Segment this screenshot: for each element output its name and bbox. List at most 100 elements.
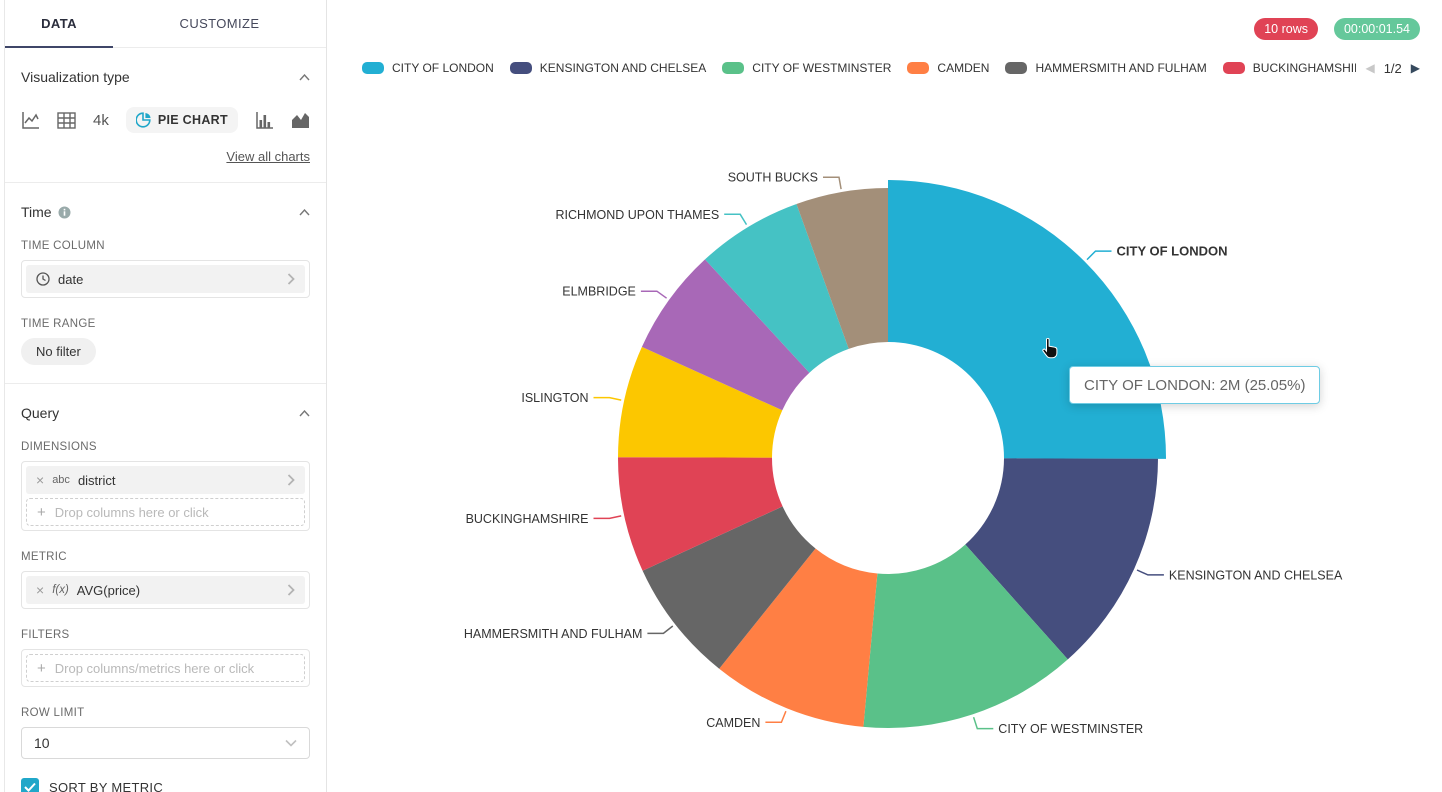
area-chart-icon[interactable] <box>291 112 310 129</box>
time-column-value: date <box>58 271 84 287</box>
filters-control: + Drop columns/metrics here or click <box>21 649 310 687</box>
caret-right-icon[interactable] <box>287 584 295 596</box>
pie-label-richmond-upon-thames: RICHMOND UPON THAMES <box>556 208 720 222</box>
dimensions-control: × abc district + Drop columns here or cl… <box>21 461 310 531</box>
filters-label: FILTERS <box>21 629 70 641</box>
legend-label: CITY OF LONDON <box>392 61 494 75</box>
dimensions-dropzone[interactable]: + Drop columns here or click <box>26 498 305 526</box>
viz-type-title: Visualization type <box>21 69 130 85</box>
chevron-up-icon[interactable] <box>299 409 310 417</box>
caret-right-icon[interactable] <box>287 474 295 486</box>
time-column-control: date <box>21 260 310 298</box>
legend-next-page-icon[interactable]: ▶ <box>1410 61 1420 75</box>
row-limit-select[interactable]: 10 <box>21 727 310 759</box>
pie-slice-buckinghamshire[interactable] <box>617 457 783 571</box>
pie-label-line <box>1086 250 1112 261</box>
pie-label-line <box>593 515 622 520</box>
section-divider <box>5 182 326 183</box>
pie-slice-richmond-upon-thames[interactable] <box>705 204 849 373</box>
tab-data-label: DATA <box>41 16 77 31</box>
legend-item-city-of-westminster[interactable]: CITY OF WESTMINSTER <box>722 61 891 75</box>
tab-customize[interactable]: CUSTOMIZE <box>113 0 326 47</box>
pie-label-city-of-westminster: CITY OF WESTMINSTER <box>998 722 1143 736</box>
pie-slice-city-of-westminster[interactable] <box>863 544 1068 729</box>
caret-right-icon[interactable] <box>287 273 295 285</box>
pie-slice-city-of-london[interactable] <box>888 180 1167 459</box>
viz-type-section-header[interactable]: Visualization type <box>21 69 310 85</box>
time-column-label: TIME COLUMN <box>21 240 105 252</box>
pie-slice-south-bucks[interactable] <box>796 188 889 349</box>
time-range-label: TIME RANGE <box>21 318 96 330</box>
query-title: Query <box>21 405 60 421</box>
chevron-up-icon[interactable] <box>299 208 310 216</box>
cursor-pointer-icon <box>1042 338 1058 359</box>
big-number-4k-icon[interactable]: 4k <box>93 111 109 129</box>
sort-by-metric-checkbox[interactable] <box>21 778 39 792</box>
pie-slice-hammersmith-and-fulham[interactable] <box>642 506 816 669</box>
tab-data[interactable]: DATA <box>5 0 113 48</box>
bar-chart-icon[interactable] <box>255 111 274 130</box>
pie-chart-type-button[interactable]: PIE CHART <box>125 107 238 133</box>
legend-prev-page-icon[interactable]: ◀ <box>1365 61 1375 75</box>
pie-slice-islington[interactable] <box>618 346 783 458</box>
legend-item-buckinghamshire[interactable]: BUCKINGHAMSHIRE <box>1222 61 1356 75</box>
row-limit-label: ROW LIMIT <box>21 707 85 719</box>
query-section-header[interactable]: Query <box>21 405 310 421</box>
line-chart-icon[interactable] <box>21 111 40 130</box>
metric-pill-avg-price[interactable]: × f(x) AVG(price) <box>26 576 305 604</box>
metric-label: METRIC <box>21 551 67 563</box>
legend-label: HAMMERSMITH AND FULHAM <box>1035 61 1207 75</box>
plus-icon: + <box>37 503 46 521</box>
metric-control: × f(x) AVG(price) <box>21 571 310 609</box>
time-title: Time <box>21 204 52 220</box>
pie-slice-camden[interactable] <box>719 548 878 727</box>
function-icon: f(x) <box>52 584 69 596</box>
pie-slice-elmbridge[interactable] <box>641 259 810 411</box>
chevron-down-icon <box>285 739 297 747</box>
pie-chart-type-label: PIE CHART <box>157 113 228 127</box>
view-all-charts-link[interactable]: View all charts <box>226 149 310 164</box>
remove-icon[interactable]: × <box>36 472 45 488</box>
query-duration-badge: 00:00:01.54 <box>1333 18 1420 40</box>
pie-label-city-of-london: CITY OF LONDON <box>1117 244 1228 259</box>
legend-swatch <box>722 62 745 74</box>
table-icon[interactable] <box>57 111 76 129</box>
legend-swatch <box>362 62 384 74</box>
pie-label-hammersmith-and-fulham: HAMMERSMITH AND FULHAM <box>464 627 642 641</box>
legend-item-city-of-london[interactable]: CITY OF LONDON <box>362 61 494 75</box>
legend-label: CAMDEN <box>937 61 990 75</box>
pie-label-islington: ISLINGTON <box>521 391 588 405</box>
legend-item-camden[interactable]: CAMDEN <box>907 61 989 75</box>
dimension-value: district <box>77 472 116 488</box>
pie-label-line <box>823 176 842 190</box>
pie-chart-icon <box>135 112 151 128</box>
pie-slice-kensington-and-chelsea[interactable] <box>965 458 1158 660</box>
pie-label-camden: CAMDEN <box>706 716 760 730</box>
pie-label-line <box>972 716 994 730</box>
filters-dropzone[interactable]: + Drop columns/metrics here or click <box>26 654 305 682</box>
chevron-up-icon[interactable] <box>299 73 310 81</box>
chart-legend: CITY OF LONDON KENSINGTON AND CHELSEA CITY… <box>362 58 1356 78</box>
donut-chart: CITY OF LONDON KENSINGTON AND CHELSEA CITY… <box>464 171 1343 736</box>
info-icon <box>58 206 71 218</box>
section-divider <box>5 383 326 384</box>
dimension-pill-district[interactable]: × abc district <box>26 466 305 494</box>
filters-dropzone-placeholder: Drop columns/metrics here or click <box>54 660 255 676</box>
time-range-value-button[interactable]: No filter <box>21 338 96 365</box>
pie-label-line <box>640 290 668 299</box>
time-section-header[interactable]: Time <box>21 204 310 220</box>
sidebar-tabbar: DATA CUSTOMIZE <box>5 0 326 48</box>
clock-icon <box>36 272 50 286</box>
time-column-field[interactable]: date <box>26 265 305 293</box>
sort-by-metric-row: SORT BY METRIC <box>21 778 310 792</box>
check-icon <box>24 782 36 792</box>
metric-value: AVG(price) <box>76 582 141 598</box>
chart-tooltip: CITY OF LONDON: 2M (25.05%) <box>1069 366 1321 404</box>
remove-icon[interactable]: × <box>36 582 45 598</box>
dimensions-label: DIMENSIONS <box>21 441 97 453</box>
legend-item-kensington-and-chelsea[interactable]: KENSINGTON AND CHELSEA <box>509 61 706 75</box>
legend-pagination: ◀ 1/2 ▶ <box>1365 58 1420 78</box>
row-count-badge: 10 rows <box>1254 18 1318 40</box>
legend-item-hammersmith-and-fulham[interactable]: HAMMERSMITH AND FULHAM <box>1005 61 1207 75</box>
row-limit-value: 10 <box>34 735 50 751</box>
